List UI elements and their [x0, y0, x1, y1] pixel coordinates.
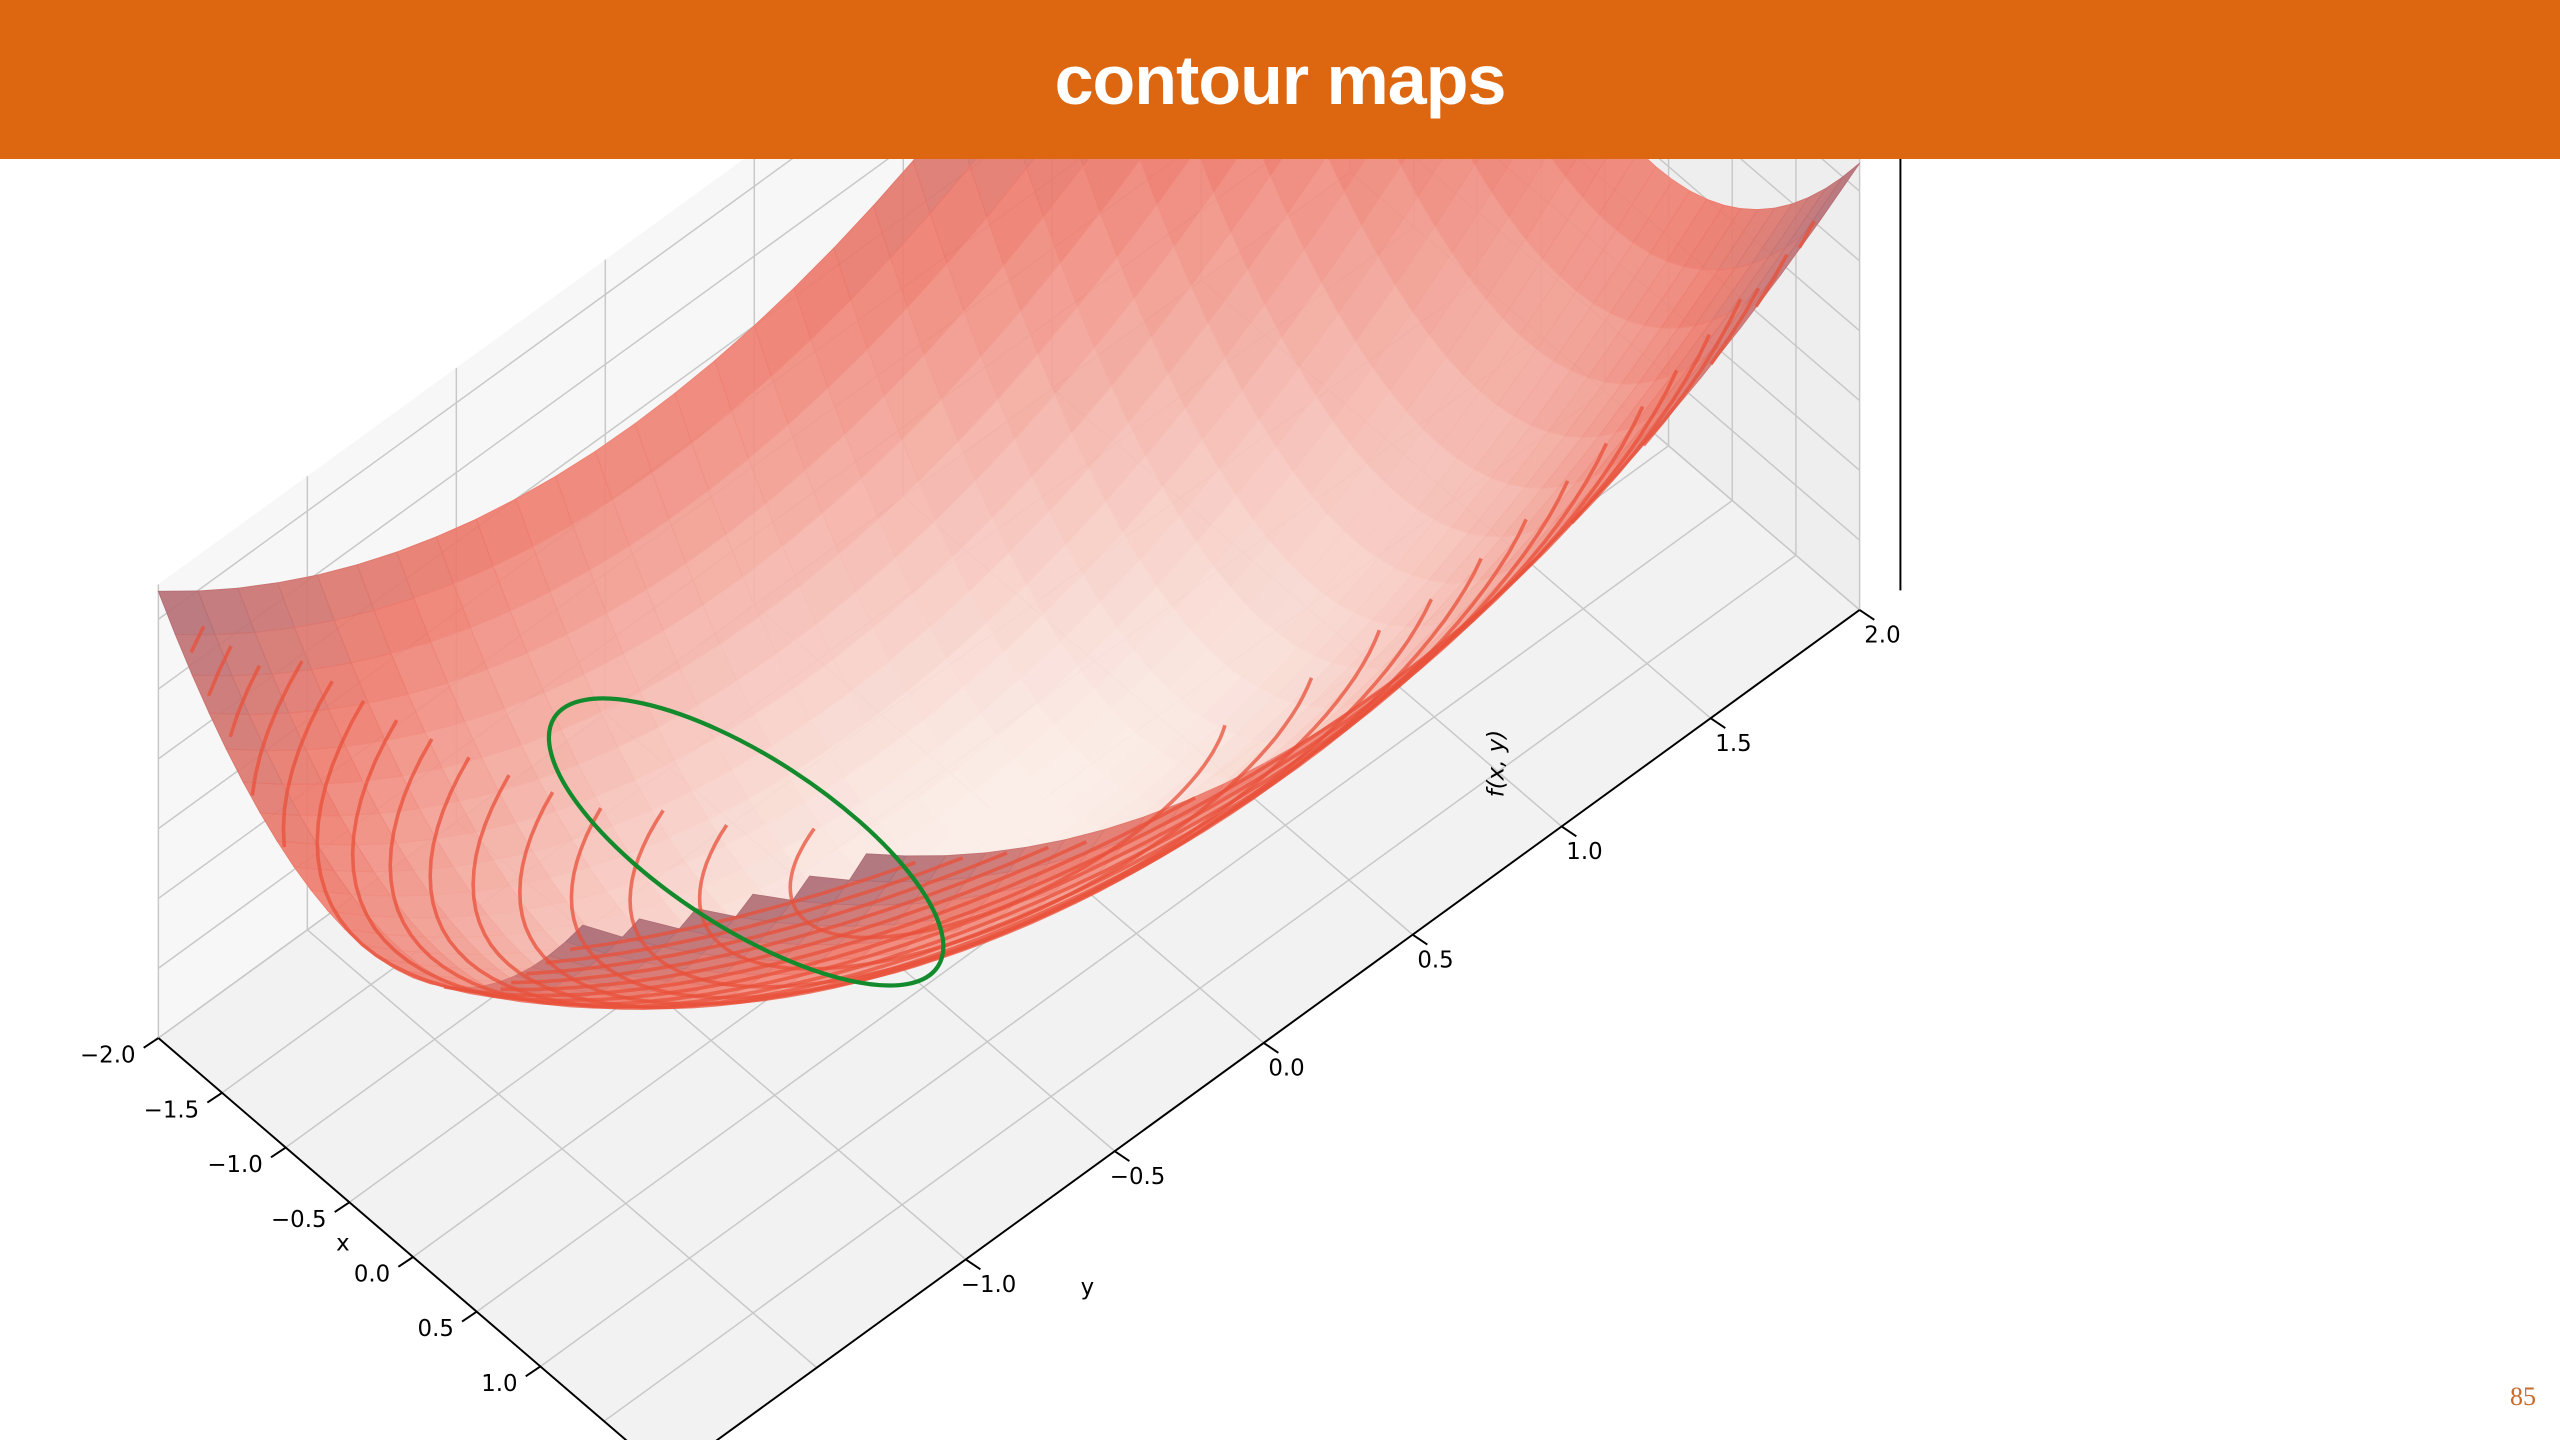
contour-line: [569, 915, 738, 952]
contour-line: [828, 480, 1570, 984]
wall-grid-line: [157, 159, 794, 620]
x-tick-label: 0.5: [418, 1316, 454, 1342]
page-number: 85: [2510, 1382, 2536, 1411]
contour-line: [782, 796, 1196, 964]
highlight-ellipse: [546, 696, 946, 988]
y-tick-label: 2.0: [1864, 623, 1900, 649]
contour-line: [281, 680, 334, 848]
contour-line: [315, 699, 795, 1003]
y-tick-label: 1.5: [1715, 731, 1751, 757]
contour-line: [471, 774, 843, 1010]
contour-line: [815, 442, 1608, 981]
x-tick-label: −1.0: [207, 1152, 262, 1178]
surface-facet: [1397, 159, 1406, 167]
y-tick: [965, 1258, 981, 1271]
y-tick: [1263, 1042, 1279, 1054]
surface-facet: [1470, 159, 1479, 166]
contour-line: [736, 860, 917, 920]
contour-line: [500, 952, 774, 992]
y-tick-label: 0.5: [1417, 947, 1453, 973]
surface-plot: xyf(x, y) −2.0−1.5−1.0−0.50.00.51.0−1.0−…: [80, 159, 1902, 1440]
axis-ticks: −2.0 −1.5 −1.0 −0.5 0.0 0.5 1.0 −1.0 −0.5 0.0 0.5 1…: [80, 609, 1901, 1397]
x-tick: [143, 1037, 159, 1049]
contour-line: [772, 840, 1088, 957]
y-tick: [1710, 717, 1726, 729]
y-tick-label: −1.0: [961, 1272, 1016, 1298]
contour-line: [428, 756, 830, 1010]
x-tick: [397, 1256, 414, 1268]
contour-line: [206, 645, 233, 697]
contour-line: [1797, 220, 1816, 249]
contour-line: [744, 856, 964, 930]
contour-line: [804, 405, 1645, 976]
contour-line: [1754, 253, 1789, 308]
y-tick: [1859, 609, 1875, 621]
contour-lines: [189, 220, 1816, 1010]
x-tick-label: −2.0: [80, 1043, 135, 1069]
contour-line: [793, 369, 1679, 971]
contour-line: [753, 851, 1008, 939]
x-tick: [334, 1201, 350, 1213]
contour-line: [628, 809, 892, 989]
x-tick: [461, 1310, 478, 1323]
y-axis-label: y: [1081, 1275, 1095, 1301]
y-tick: [1412, 933, 1428, 946]
y-tick-label: 1.0: [1566, 839, 1602, 865]
y-tick: [1561, 825, 1577, 838]
contour-line: [697, 824, 914, 971]
contour-line: [1642, 298, 1743, 447]
contour-line: [189, 625, 206, 654]
x-axis-label: x: [336, 1230, 350, 1256]
contour-line: [841, 518, 1528, 985]
slide-title: contour maps: [1054, 40, 1507, 119]
surface-facet: [848, 853, 908, 883]
slide-title-bar: contour maps: [0, 0, 2560, 159]
x-tick-label: 1.0: [481, 1371, 517, 1397]
contour-line: [388, 738, 817, 1009]
wall-grid-line: [1739, 159, 1861, 262]
y-tick-label: −0.5: [1110, 1164, 1165, 1190]
y-tick-label: 0.0: [1268, 1056, 1304, 1082]
floor-grid-line: [539, 499, 1733, 1368]
x-tick: [270, 1146, 287, 1159]
contour-line: [526, 935, 755, 976]
x-tick-label: −0.5: [271, 1207, 326, 1233]
x-tick: [206, 1091, 223, 1104]
x-tick-label: −1.5: [144, 1097, 199, 1123]
x-tick-label: 0.0: [354, 1262, 390, 1288]
highlight-ellipse-path: [546, 696, 946, 988]
x-tick: [525, 1365, 541, 1378]
contour-line: [350, 719, 806, 1007]
z-axis-label: f(x, y): [1484, 730, 1510, 798]
floor-grid-line: [603, 554, 1797, 1422]
contour-line: [511, 944, 764, 985]
contour-line: [228, 664, 262, 738]
contour-line: [443, 960, 784, 998]
contour-line: [1709, 287, 1761, 366]
y-tick: [1114, 1150, 1130, 1162]
contour-line: [250, 660, 304, 796]
contour-line: [762, 845, 1050, 948]
contour-line: [545, 925, 746, 965]
contour-line: [1570, 333, 1712, 525]
wall-grid-line: [157, 159, 890, 690]
